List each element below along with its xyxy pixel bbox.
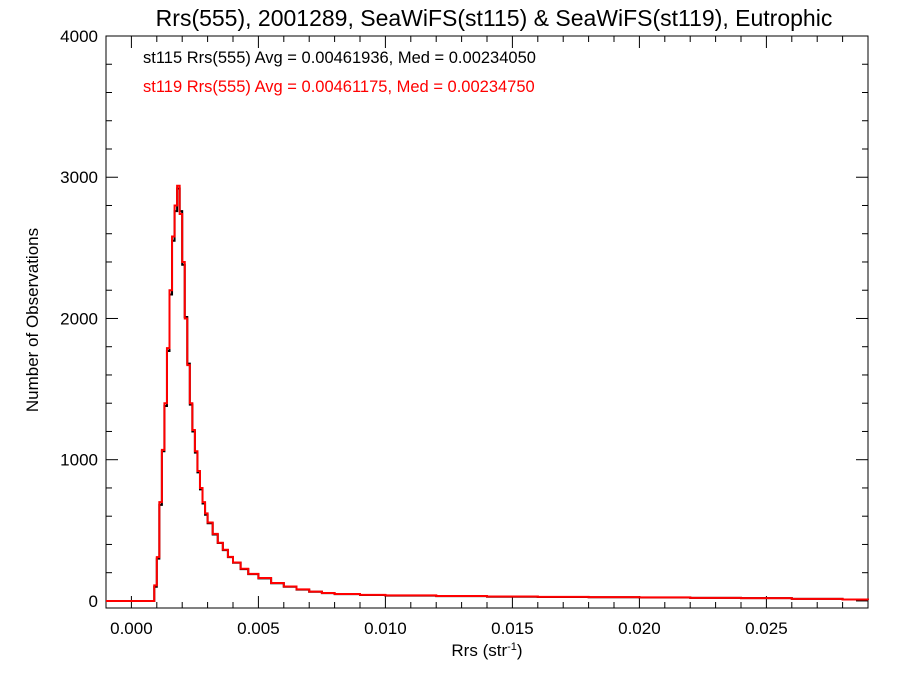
x-tick-label: 0.010 xyxy=(364,619,407,638)
y-tick-label: 0 xyxy=(89,592,98,611)
x-tick-label: 0.000 xyxy=(110,619,153,638)
x-tick-label: 0.005 xyxy=(237,619,280,638)
y-tick-label: 1000 xyxy=(60,451,98,470)
x-axis-label: Rrs (str-1) xyxy=(451,641,522,660)
y-tick-label: 2000 xyxy=(60,309,98,328)
axis-ticks xyxy=(106,35,868,608)
tick-labels: 0.000 0.005 0.010 0.015 0.020 0.025 0 1000 2000 3… xyxy=(60,27,788,638)
x-tick-label: 0.025 xyxy=(745,619,788,638)
annotation-st115: st115 Rrs(555) Avg = 0.00461936, Med = 0… xyxy=(143,49,536,67)
series-st119-line xyxy=(106,184,869,602)
y-tick-label: 4000 xyxy=(60,27,98,46)
x-tick-label: 0.015 xyxy=(491,619,534,638)
chart-title: Rrs(555), 2001289, SeaWiFS(st115) & SeaW… xyxy=(156,5,833,31)
x-axis-label-main: Rrs (str xyxy=(451,641,507,660)
plot-frame xyxy=(105,35,869,609)
series-st115-line xyxy=(106,187,869,602)
x-tick-label: 0.020 xyxy=(618,619,661,638)
y-tick-label: 3000 xyxy=(60,168,98,187)
x-axis-label-superscript: -1 xyxy=(507,641,517,653)
series-group xyxy=(106,184,869,602)
y-axis-label: Number of Observations xyxy=(23,228,42,412)
x-axis-label-suffix: ) xyxy=(517,641,523,660)
annotation-st119: st119 Rrs(555) Avg = 0.00461175, Med = 0… xyxy=(143,78,535,96)
